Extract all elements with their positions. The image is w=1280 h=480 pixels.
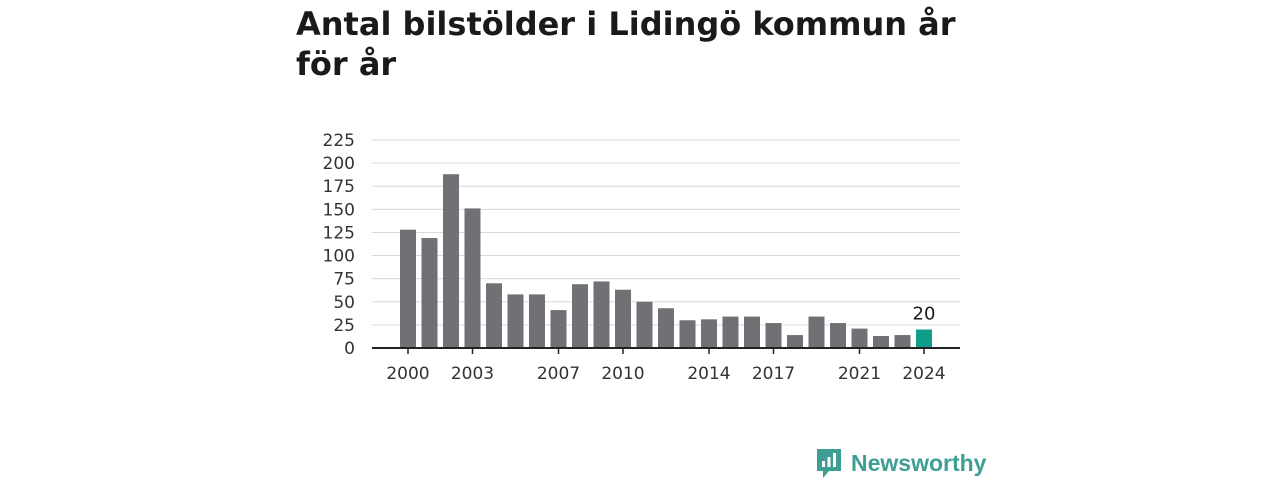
x-tick-label: 2021 bbox=[838, 364, 881, 384]
bar-2003 bbox=[464, 208, 481, 348]
x-tick-label: 2017 bbox=[752, 364, 795, 384]
data-label-2024: 20 bbox=[913, 304, 936, 325]
bar-2016 bbox=[744, 316, 760, 348]
bar-2021 bbox=[851, 328, 868, 348]
x-tick-label: 2010 bbox=[601, 364, 644, 384]
brand-name: Newsworthy bbox=[851, 449, 987, 476]
y-tick-label: 50 bbox=[333, 293, 355, 313]
bar-2000 bbox=[400, 229, 416, 348]
y-tick-label: 25 bbox=[333, 316, 355, 336]
bar-2020 bbox=[830, 323, 846, 348]
y-tick-label: 175 bbox=[323, 177, 355, 197]
bar-2015 bbox=[722, 316, 739, 348]
bar-2009 bbox=[593, 281, 610, 348]
bar-2024 bbox=[916, 329, 932, 348]
bar-2013 bbox=[679, 320, 696, 348]
chart-title: Antal bilstölder i Lidingö kommun år för… bbox=[296, 5, 956, 83]
bar-2022 bbox=[873, 335, 889, 348]
y-axis-ticks: 0 25 50 75 100 125 150 175 200 225 bbox=[323, 131, 355, 359]
bar-2008 bbox=[572, 284, 588, 348]
bar-2002 bbox=[443, 174, 459, 348]
bar-2007 bbox=[550, 310, 567, 348]
x-tick-label: 2014 bbox=[687, 364, 730, 384]
y-tick-label: 75 bbox=[333, 270, 355, 290]
y-tick-label: 200 bbox=[323, 154, 355, 174]
bar-2017 bbox=[765, 323, 782, 348]
grid-lines bbox=[372, 139, 960, 326]
x-tick-label: 2007 bbox=[537, 364, 580, 384]
bar-2004 bbox=[486, 283, 502, 348]
x-axis-ticks: 2000 2003 2007 2010 2014 2017 2021 2024 bbox=[386, 348, 946, 384]
bar-2018 bbox=[787, 335, 803, 348]
bar-chart-speech-bubble-icon bbox=[817, 449, 841, 478]
bar-2006 bbox=[529, 294, 545, 348]
x-tick-label: 2024 bbox=[902, 364, 945, 384]
bar-2014 bbox=[701, 319, 717, 348]
x-tick-label: 2000 bbox=[386, 364, 429, 384]
y-tick-label: 100 bbox=[323, 247, 355, 267]
bar-2019 bbox=[808, 316, 825, 348]
bars bbox=[400, 174, 932, 348]
bar-2010 bbox=[615, 289, 631, 348]
bar-2001 bbox=[421, 237, 438, 348]
data-labels: 20 bbox=[913, 304, 936, 325]
bar-2005 bbox=[507, 294, 524, 348]
y-tick-label: 225 bbox=[323, 131, 355, 151]
y-tick-label: 150 bbox=[323, 200, 355, 220]
x-tick-label: 2003 bbox=[451, 364, 494, 384]
y-tick-label: 0 bbox=[344, 339, 355, 359]
bar-2011 bbox=[636, 301, 653, 348]
newsworthy-logo: Newsworthy bbox=[815, 446, 986, 480]
y-tick-label: 125 bbox=[323, 223, 355, 243]
bar-2023 bbox=[894, 335, 911, 348]
bar-2012 bbox=[658, 308, 674, 348]
